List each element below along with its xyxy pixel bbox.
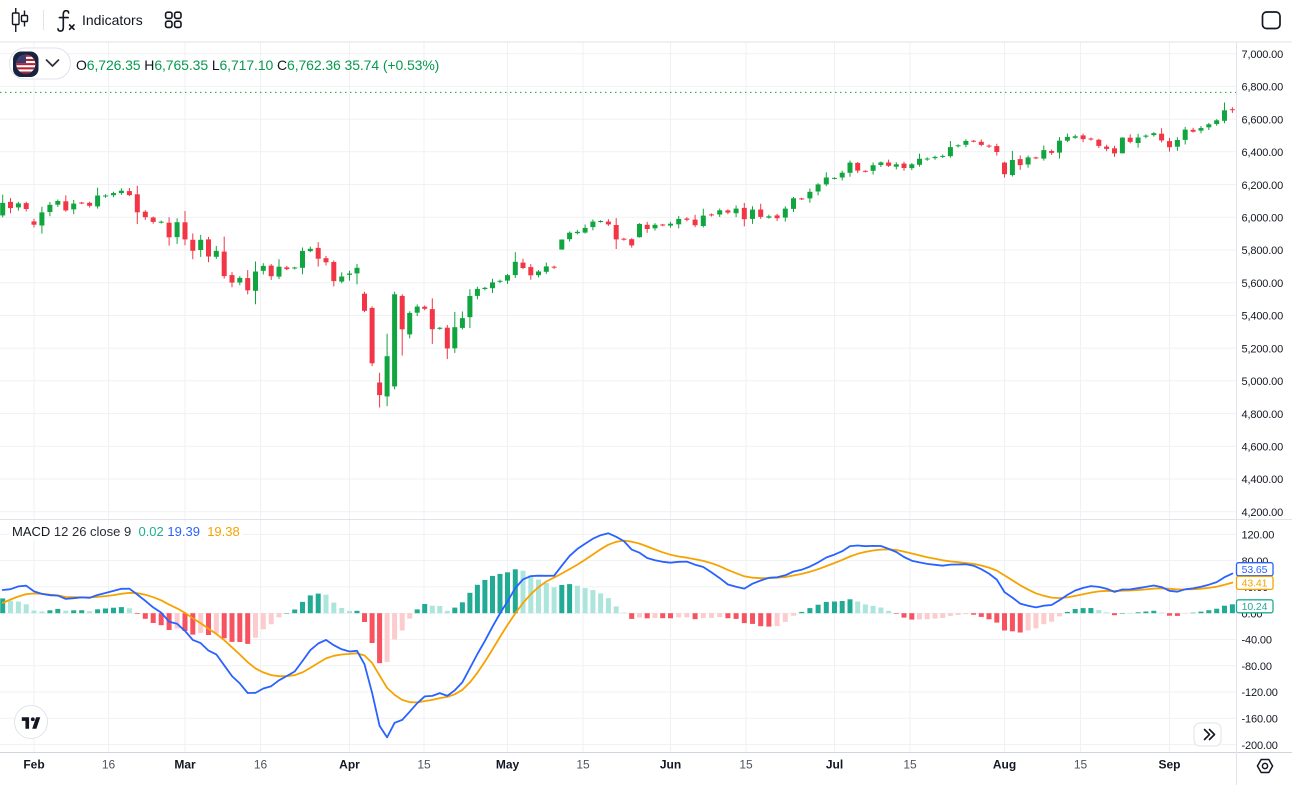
svg-text:120.00: 120.00 — [1242, 530, 1275, 542]
svg-text:4,200.00: 4,200.00 — [1242, 507, 1284, 519]
svg-text:6,400.00: 6,400.00 — [1242, 147, 1284, 159]
svg-text:5,000.00: 5,000.00 — [1242, 376, 1284, 388]
svg-text:7,000.00: 7,000.00 — [1242, 49, 1284, 61]
svg-text:5,600.00: 5,600.00 — [1242, 278, 1284, 290]
svg-text:Jul: Jul — [826, 758, 843, 772]
svg-text:4,800.00: 4,800.00 — [1242, 409, 1284, 421]
svg-text:4,600.00: 4,600.00 — [1242, 442, 1284, 454]
svg-text:6,800.00: 6,800.00 — [1242, 82, 1284, 94]
svg-text:-200.00: -200.00 — [1242, 740, 1278, 752]
svg-text:Sep: Sep — [1158, 758, 1180, 772]
svg-text:10.24: 10.24 — [1242, 601, 1268, 613]
svg-text:-120.00: -120.00 — [1242, 687, 1278, 699]
svg-text:16: 16 — [254, 758, 268, 772]
svg-text:15: 15 — [576, 758, 590, 772]
svg-text:5,200.00: 5,200.00 — [1242, 343, 1284, 355]
svg-text:Indicators: Indicators — [82, 12, 143, 28]
svg-text:Jun: Jun — [660, 758, 681, 772]
svg-text:Mar: Mar — [174, 758, 196, 772]
svg-text:-80.00: -80.00 — [1242, 661, 1272, 673]
svg-text:53.65: 53.65 — [1242, 564, 1268, 576]
svg-text:16: 16 — [102, 758, 116, 772]
svg-text:15: 15 — [903, 758, 917, 772]
svg-text:Aug: Aug — [993, 758, 1016, 772]
svg-text:43.41: 43.41 — [1242, 578, 1268, 590]
svg-text:Feb: Feb — [23, 758, 44, 772]
svg-text:-160.00: -160.00 — [1242, 714, 1278, 726]
svg-text:6,000.00: 6,000.00 — [1242, 213, 1284, 225]
svg-text:15: 15 — [1074, 758, 1088, 772]
svg-text:Apr: Apr — [339, 758, 360, 772]
svg-text:15: 15 — [739, 758, 753, 772]
svg-text:15: 15 — [417, 758, 431, 772]
svg-text:May: May — [496, 758, 520, 772]
svg-text:4,400.00: 4,400.00 — [1242, 474, 1284, 486]
svg-text:5,400.00: 5,400.00 — [1242, 311, 1284, 323]
svg-text:6,600.00: 6,600.00 — [1242, 114, 1284, 126]
svg-text:5,800.00: 5,800.00 — [1242, 245, 1284, 257]
svg-text:-40.00: -40.00 — [1242, 635, 1272, 647]
svg-text:6,200.00: 6,200.00 — [1242, 180, 1284, 192]
